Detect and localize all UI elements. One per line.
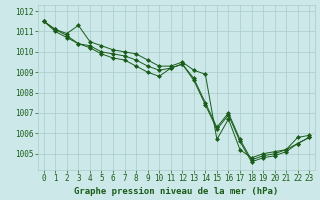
X-axis label: Graphe pression niveau de la mer (hPa): Graphe pression niveau de la mer (hPa) (74, 187, 279, 196)
